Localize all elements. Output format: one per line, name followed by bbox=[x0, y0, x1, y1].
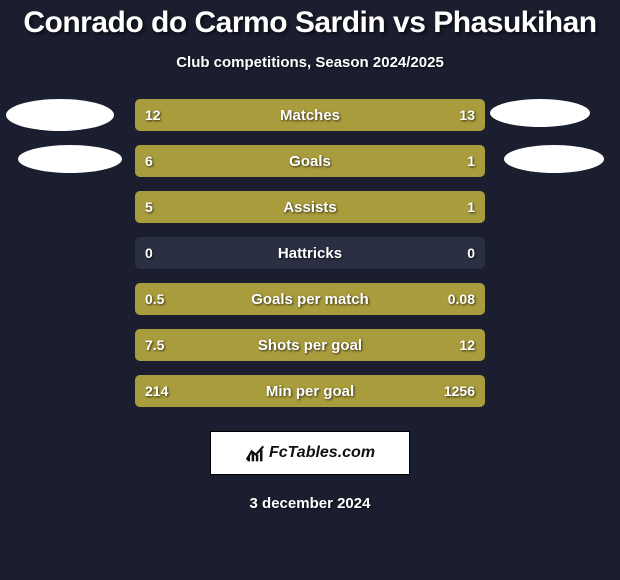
stat-label: Hattricks bbox=[135, 237, 485, 269]
stat-row: 1213Matches bbox=[135, 99, 485, 131]
stat-rows: 1213Matches 61Goals 51Assists 00Hattricks 0.… bbox=[135, 99, 485, 407]
comparison-arena: 1213Matches 61Goals 51Assists 00Hattricks 0.… bbox=[0, 99, 620, 407]
stat-label: Goals per match bbox=[135, 283, 485, 315]
stat-row: 51Assists bbox=[135, 191, 485, 223]
stat-label: Assists bbox=[135, 191, 485, 223]
team-logo-placeholder bbox=[490, 99, 590, 127]
stat-label: Min per goal bbox=[135, 375, 485, 407]
stat-row: 7.512Shots per goal bbox=[135, 329, 485, 361]
brand-box[interactable]: FcTables.com bbox=[210, 431, 410, 475]
stat-label: Shots per goal bbox=[135, 329, 485, 361]
stat-row: 0.50.08Goals per match bbox=[135, 283, 485, 315]
team-logo-placeholder bbox=[6, 99, 114, 131]
stat-row: 2141256Min per goal bbox=[135, 375, 485, 407]
team-logo-placeholder bbox=[504, 145, 604, 173]
stat-label: Matches bbox=[135, 99, 485, 131]
stat-row: 61Goals bbox=[135, 145, 485, 177]
stat-row: 00Hattricks bbox=[135, 237, 485, 269]
page-title: Conrado do Carmo Sardin vs Phasukihan bbox=[0, 0, 620, 40]
team-logo-placeholder bbox=[18, 145, 122, 173]
brand-chart-icon bbox=[245, 443, 265, 463]
stat-label: Goals bbox=[135, 145, 485, 177]
date-label: 3 december 2024 bbox=[0, 495, 620, 512]
brand-label: FcTables.com bbox=[269, 444, 375, 462]
subtitle: Club competitions, Season 2024/2025 bbox=[0, 54, 620, 71]
